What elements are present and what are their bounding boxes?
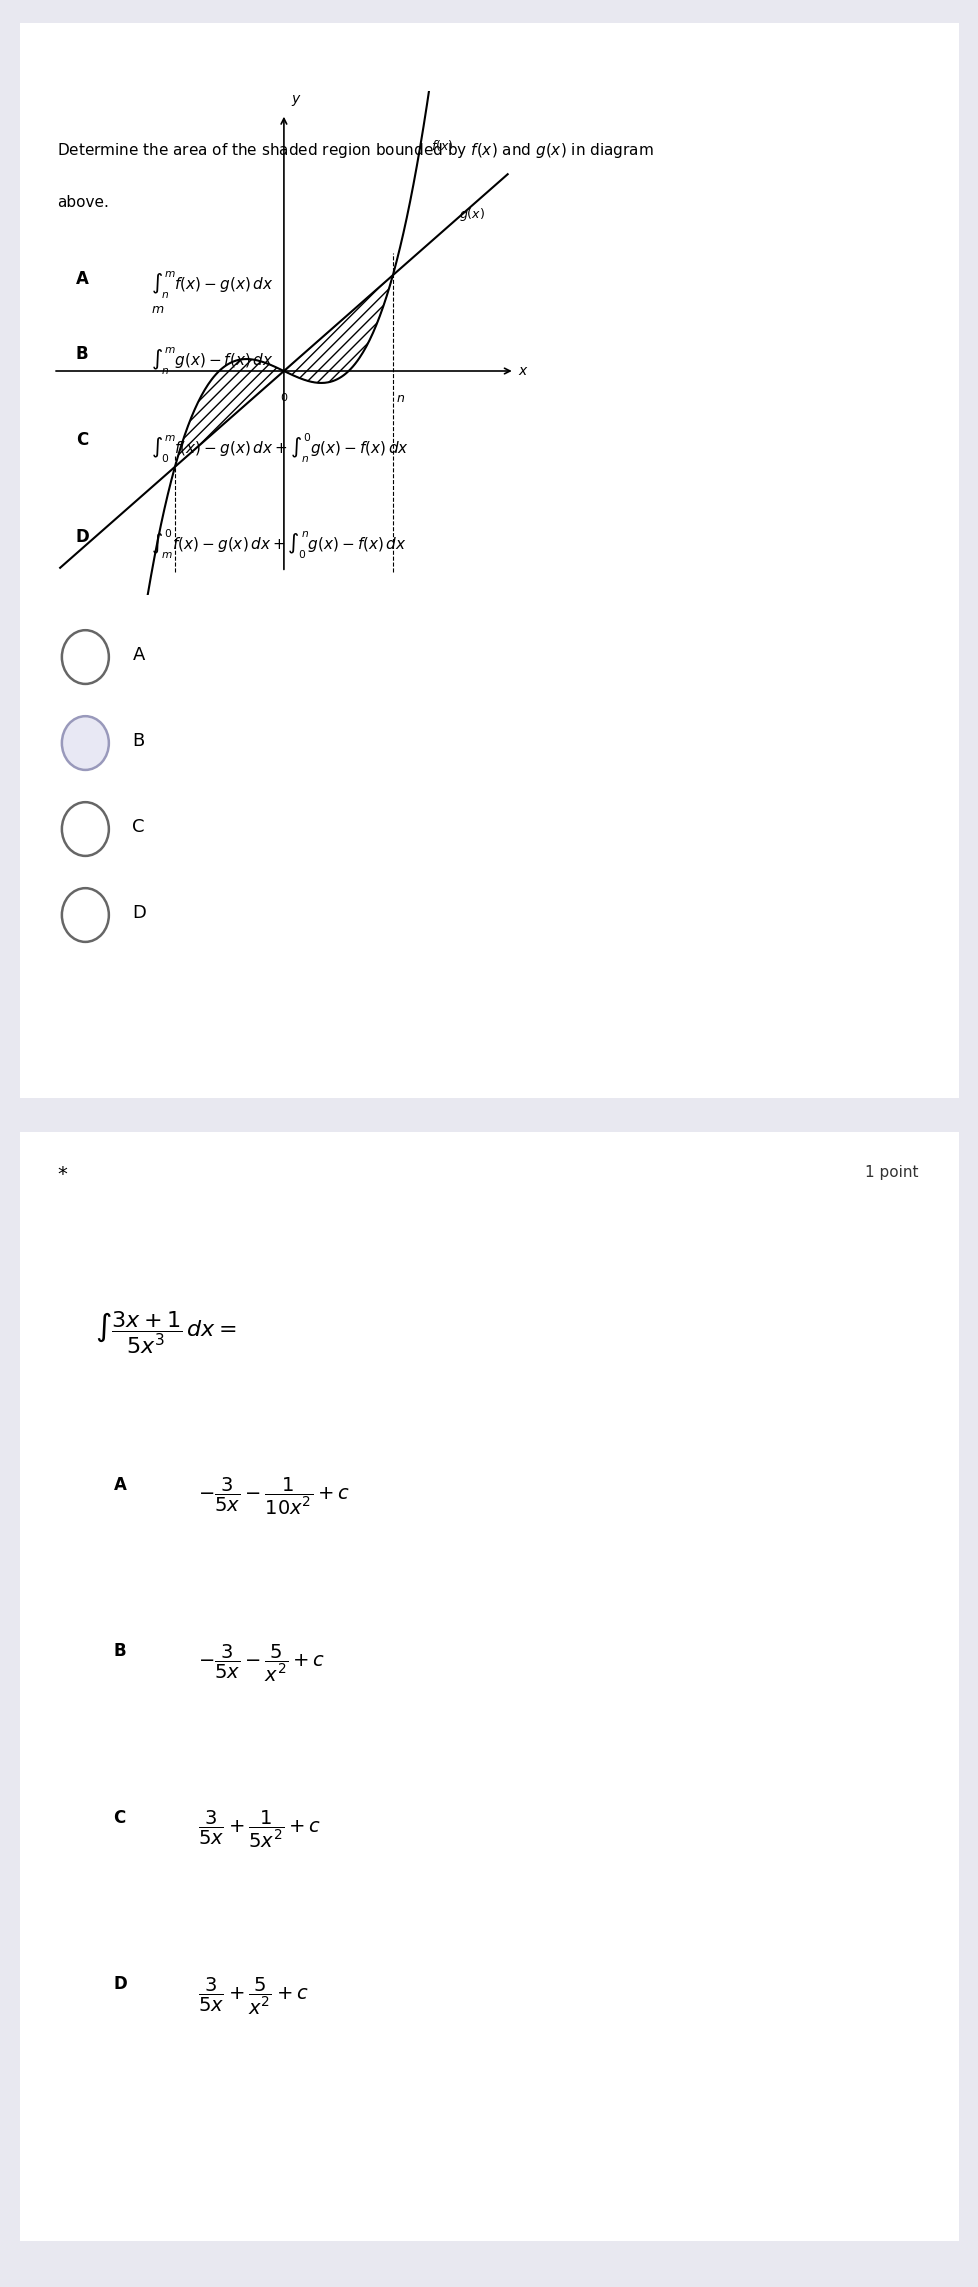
Text: C: C (113, 1809, 126, 1827)
Circle shape (62, 803, 109, 855)
Text: A: A (132, 647, 145, 663)
Circle shape (62, 887, 109, 942)
Text: *: * (57, 1166, 67, 1185)
Text: 1 point: 1 point (865, 1166, 918, 1180)
Text: C: C (76, 432, 88, 448)
Text: B: B (132, 732, 145, 750)
Text: D: D (113, 1976, 127, 1992)
Text: $\int_{m}^{0} f(x)-g(x)\,dx+\int_{0}^{n} g(x)-f(x)\,dx$: $\int_{m}^{0} f(x)-g(x)\,dx+\int_{0}^{n}… (151, 528, 407, 563)
Circle shape (62, 716, 109, 771)
Text: $\dfrac{3}{5x}+\dfrac{5}{x^2}+c$: $\dfrac{3}{5x}+\dfrac{5}{x^2}+c$ (198, 1976, 309, 2017)
Text: B: B (76, 345, 88, 364)
Text: $f(x)$: $f(x)$ (430, 137, 453, 153)
Text: $\int_{0}^{m} f(x)-g(x)\,dx+\int_{n}^{0} g(x)-f(x)\,dx$: $\int_{0}^{m} f(x)-g(x)\,dx+\int_{n}^{0}… (151, 432, 409, 464)
Text: $m$: $m$ (151, 302, 164, 316)
Text: $x$: $x$ (517, 364, 528, 377)
FancyBboxPatch shape (10, 1121, 968, 2253)
Text: $\int \dfrac{3x+1}{5x^3}\,dx=$: $\int \dfrac{3x+1}{5x^3}\,dx=$ (95, 1310, 236, 1356)
Text: A: A (76, 270, 89, 288)
Text: B: B (113, 1642, 126, 1660)
Text: $\int_{n}^{m} g(x)-f(x)\,dx$: $\int_{n}^{m} g(x)-f(x)\,dx$ (151, 345, 274, 377)
Text: C: C (132, 819, 145, 837)
Text: A: A (113, 1475, 126, 1493)
Text: $y$: $y$ (290, 94, 301, 107)
Text: $\dfrac{3}{5x}+\dfrac{1}{5x^2}+c$: $\dfrac{3}{5x}+\dfrac{1}{5x^2}+c$ (198, 1809, 321, 1850)
Text: D: D (132, 903, 146, 922)
Text: $n$: $n$ (396, 393, 405, 405)
Text: $\int_{n}^{m} f(x)-g(x)\,dx$: $\int_{n}^{m} f(x)-g(x)\,dx$ (151, 270, 274, 302)
Text: $0$: $0$ (280, 391, 288, 403)
Circle shape (62, 631, 109, 684)
Text: D: D (76, 528, 90, 547)
Text: $-\dfrac{3}{5x}-\dfrac{1}{10x^2}+c$: $-\dfrac{3}{5x}-\dfrac{1}{10x^2}+c$ (198, 1475, 350, 1519)
Text: above.: above. (57, 194, 109, 210)
Text: $g(x)$: $g(x)$ (459, 206, 484, 222)
Text: Determine the area of the shaded region bounded by $f(x)$ and $g(x)$ in diagram: Determine the area of the shaded region … (57, 142, 653, 160)
Text: $-\dfrac{3}{5x}-\dfrac{5}{x^2}+c$: $-\dfrac{3}{5x}-\dfrac{5}{x^2}+c$ (198, 1642, 325, 1683)
FancyBboxPatch shape (10, 11, 968, 1109)
